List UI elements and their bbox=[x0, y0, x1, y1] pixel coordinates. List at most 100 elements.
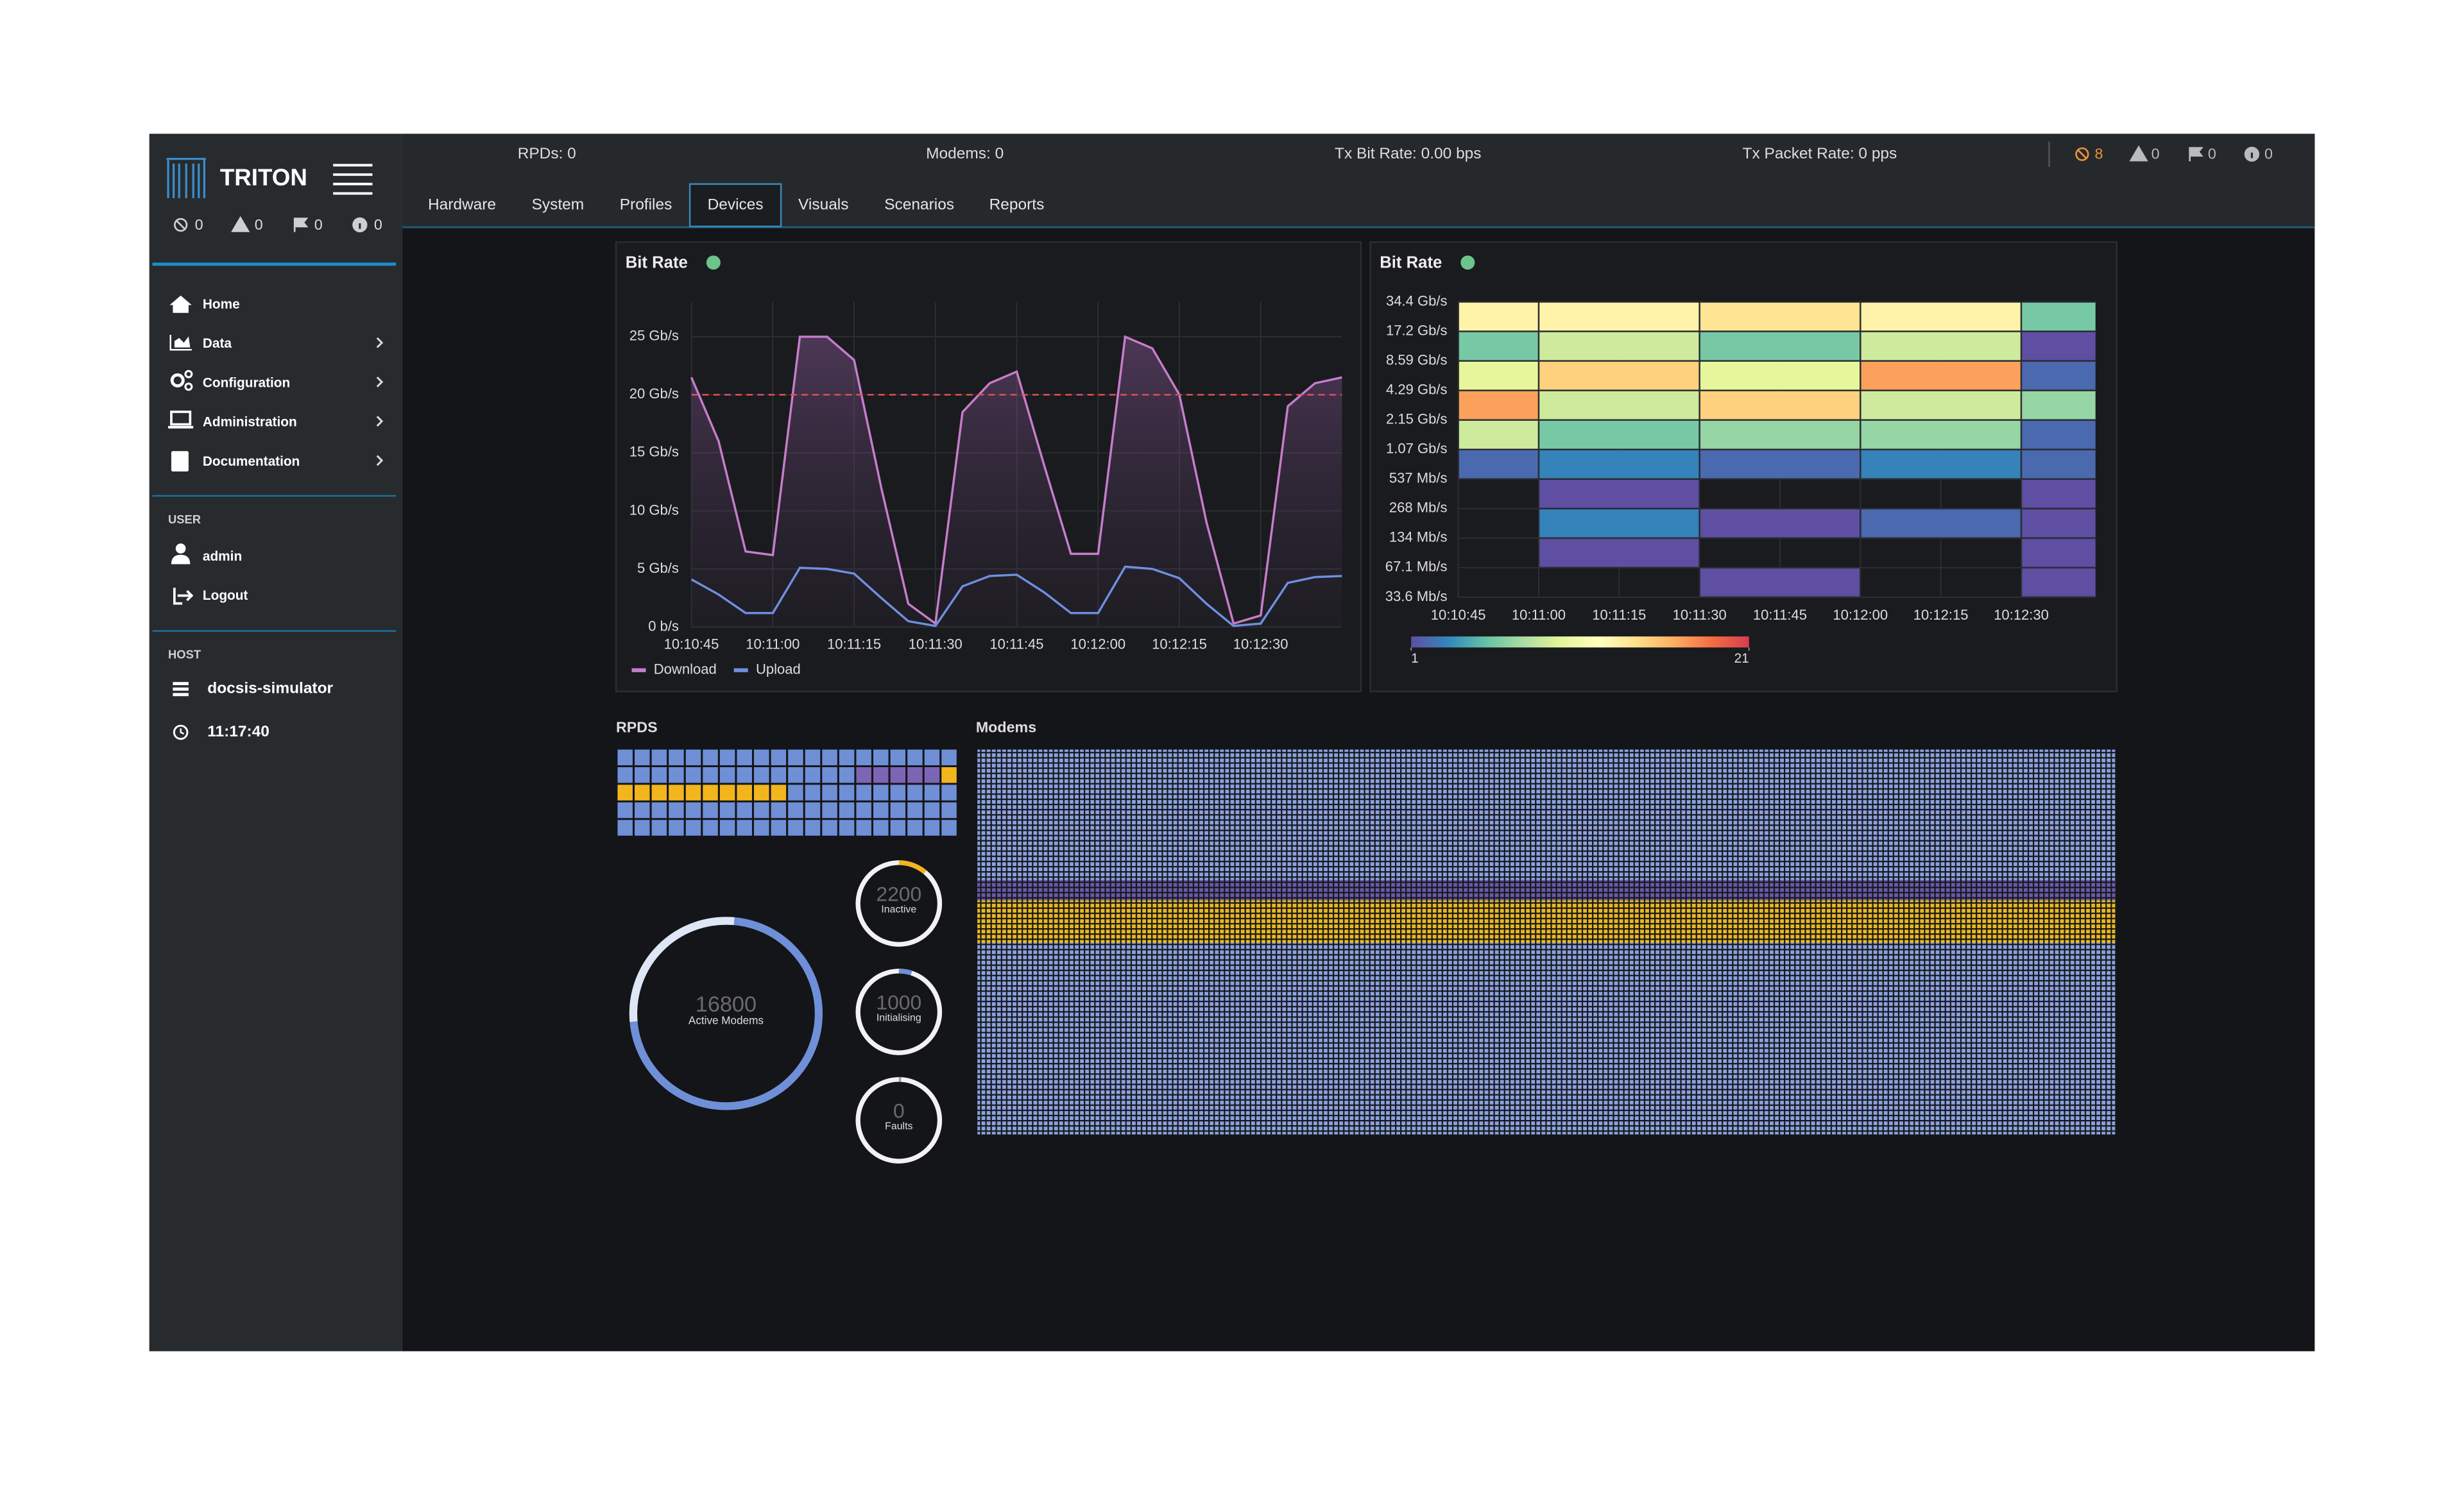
header-stat: Modems: 0 bbox=[926, 145, 1004, 162]
rpd-cell bbox=[685, 820, 701, 836]
hamburger[interactable] bbox=[333, 164, 373, 195]
rpd-cell bbox=[685, 749, 701, 766]
y-tick-label: 67.1 Mb/s bbox=[1385, 559, 1448, 575]
status-icon bbox=[352, 217, 368, 233]
y-tick-label: 34.4 Gb/s bbox=[1386, 293, 1448, 309]
icon-part bbox=[231, 216, 250, 232]
rpd-cell bbox=[669, 802, 684, 819]
heat-cell bbox=[2022, 509, 2096, 538]
heat-cell bbox=[2022, 539, 2096, 567]
heat-cell bbox=[1861, 391, 2021, 420]
heat-cell bbox=[1539, 509, 1699, 538]
host-item: 11:17:40 bbox=[207, 723, 270, 740]
rpd-cell bbox=[822, 785, 837, 801]
x-tick-label: 10:11:45 bbox=[989, 636, 1043, 652]
rpd-cell bbox=[907, 749, 923, 766]
tab[interactable]: Reports bbox=[989, 196, 1045, 213]
y-tick-label: 537 Mb/s bbox=[1389, 470, 1448, 486]
rpd-cell bbox=[839, 820, 855, 836]
tab[interactable]: Scenarios bbox=[884, 196, 954, 213]
tab-active bbox=[689, 183, 782, 228]
rpd-cell bbox=[907, 820, 923, 836]
heat-cell bbox=[1539, 391, 1699, 420]
tab[interactable]: System bbox=[532, 196, 585, 213]
rpd-cell bbox=[719, 820, 735, 836]
y-tick-label: 5 Gb/s bbox=[637, 560, 679, 576]
menu-item[interactable]: Home bbox=[203, 297, 240, 312]
icon-part bbox=[2077, 149, 2087, 159]
menu-item[interactable]: Administration bbox=[203, 415, 297, 430]
rpd-cell bbox=[771, 802, 787, 819]
rpd-cell bbox=[669, 785, 684, 801]
rpd-cell bbox=[890, 767, 906, 783]
section-title: RPDS bbox=[616, 719, 658, 736]
chart-title: Bit Rate bbox=[626, 253, 688, 271]
donut-label: Initialising bbox=[877, 1012, 921, 1023]
rpd-cell bbox=[635, 785, 650, 801]
menu-item[interactable]: Data bbox=[203, 336, 232, 351]
rpd-cell bbox=[651, 767, 667, 783]
tab[interactable]: Profiles bbox=[620, 196, 672, 213]
rpd-cell bbox=[651, 820, 667, 836]
y-tick-label: 134 Mb/s bbox=[1389, 529, 1448, 545]
rpd-cell bbox=[941, 802, 957, 819]
tab[interactable]: Devices bbox=[708, 196, 764, 213]
rpd-cell bbox=[617, 785, 633, 801]
rpd-cell bbox=[890, 785, 906, 801]
rpd-cell bbox=[839, 749, 855, 766]
menu-item[interactable]: Logout bbox=[203, 588, 248, 603]
rpd-cell bbox=[856, 802, 871, 819]
rpd-cell bbox=[703, 749, 718, 766]
line bbox=[690, 335, 1342, 626]
rpd-cell bbox=[635, 820, 650, 836]
icon-part bbox=[2129, 145, 2148, 162]
legend-label: Upload bbox=[756, 661, 801, 677]
heat-cell bbox=[1539, 420, 1699, 449]
tab[interactable]: Visuals bbox=[798, 196, 848, 213]
rpd-cell bbox=[635, 749, 650, 766]
x-tick-label: 10:12:00 bbox=[1070, 636, 1125, 652]
logo bbox=[166, 158, 206, 198]
status-icon bbox=[2189, 147, 2203, 162]
x-tick-label: 10:12:15 bbox=[1152, 636, 1207, 652]
heat-cell bbox=[2022, 568, 2096, 597]
rpd-cell bbox=[856, 785, 871, 801]
rpd-cell bbox=[924, 820, 940, 836]
x-tick-label: 10:10:45 bbox=[1431, 607, 1486, 623]
heat-cell bbox=[1861, 361, 2021, 390]
rpd-cell bbox=[856, 767, 871, 783]
rpd-cell bbox=[703, 767, 718, 783]
donut-arc bbox=[898, 860, 927, 874]
rpd-cell bbox=[669, 767, 684, 783]
y-tick-label: 33.6 Mb/s bbox=[1385, 588, 1448, 604]
rpd-cell bbox=[737, 767, 752, 783]
rpd-cell bbox=[805, 785, 821, 801]
heat-cell bbox=[1861, 509, 2021, 538]
rpd-cell bbox=[839, 785, 855, 801]
rpd-cell bbox=[635, 802, 650, 819]
rpd-cell bbox=[737, 820, 752, 836]
menu-item[interactable]: Documentation bbox=[203, 454, 300, 469]
rpd-cell bbox=[941, 749, 957, 766]
menu-item[interactable]: Configuration bbox=[203, 375, 290, 390]
icon-part bbox=[293, 217, 309, 232]
menu-item[interactable]: admin bbox=[203, 549, 242, 564]
tab[interactable]: Hardware bbox=[428, 196, 496, 213]
colorbar-label: 21 bbox=[1734, 651, 1749, 666]
rpd-cell bbox=[617, 749, 633, 766]
heat-cell bbox=[1700, 361, 1860, 390]
rpd-cell bbox=[873, 785, 889, 801]
rpd-cell bbox=[635, 767, 650, 783]
rpd-cell bbox=[703, 785, 718, 801]
icon-part bbox=[173, 217, 188, 232]
rpd-cell bbox=[737, 749, 752, 766]
line bbox=[690, 565, 1342, 627]
colorbar bbox=[1411, 636, 1749, 648]
donut-label: Faults bbox=[885, 1121, 912, 1132]
heat-cell bbox=[2022, 361, 2096, 390]
rpd-cell bbox=[737, 802, 752, 819]
heat-cell bbox=[1539, 480, 1699, 508]
rpd-cell bbox=[685, 767, 701, 783]
heat-cell bbox=[1700, 302, 1860, 331]
heat-cell bbox=[1700, 568, 1860, 597]
